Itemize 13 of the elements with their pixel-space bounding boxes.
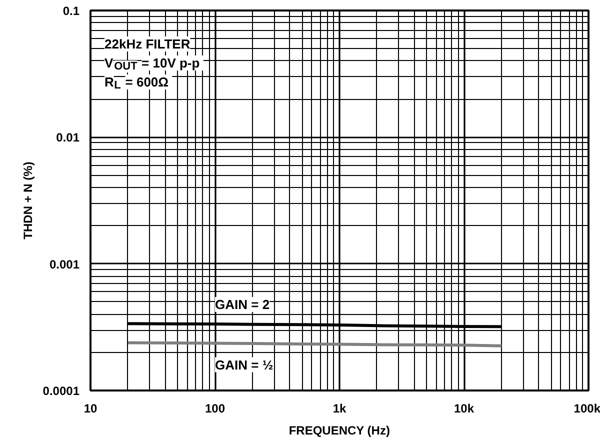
x-axis-title: FREQUENCY (Hz) bbox=[288, 424, 390, 438]
y-axis-title: THDN + N (%) bbox=[20, 162, 35, 240]
y-tick-label: 0.01 bbox=[56, 130, 80, 145]
x-tick-label: 100 bbox=[204, 402, 226, 416]
y-tick-label: 0.0001 bbox=[42, 384, 80, 398]
x-tick-label: 10k bbox=[454, 402, 474, 416]
y-tick-label: 0.001 bbox=[49, 257, 80, 272]
series-label: GAIN = ½ bbox=[215, 357, 274, 372]
y-tick-label: 0.1 bbox=[62, 4, 80, 18]
annotation: 22kHz FILTER bbox=[104, 36, 191, 52]
x-tick-label: 1k bbox=[332, 402, 346, 416]
x-tick-label: 10 bbox=[84, 402, 98, 416]
series-label: GAIN = 2 bbox=[215, 296, 270, 312]
